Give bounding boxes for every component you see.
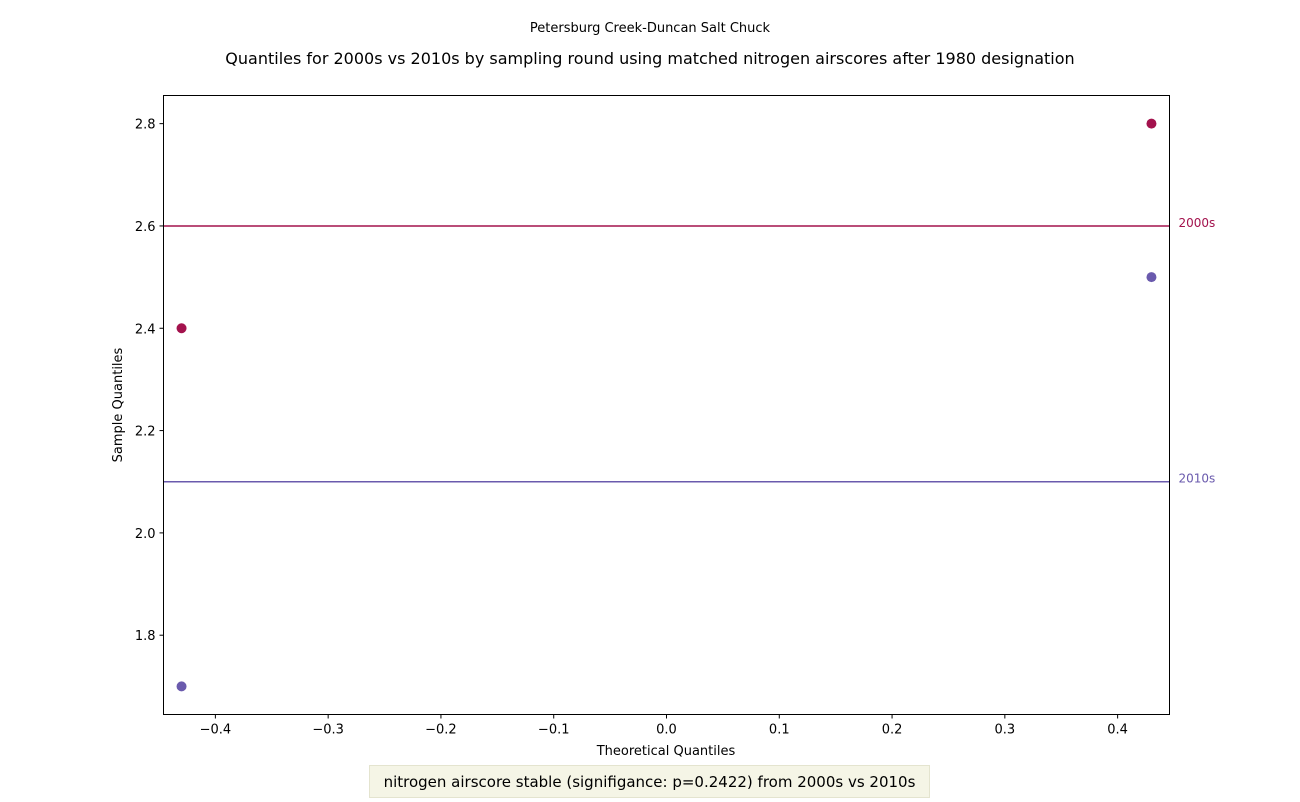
mean-line-label-2010s: 2010s <box>1179 472 1216 486</box>
x-tick-label: −0.3 <box>312 723 344 738</box>
plot-frame <box>163 95 1170 715</box>
data-point-2010s <box>1146 272 1157 283</box>
y-tick-label: 2.4 <box>135 322 156 337</box>
y-tick-label: 2.2 <box>135 425 156 440</box>
data-point-2000s <box>176 323 187 334</box>
significance-note: nitrogen airscore stable (signifigance: … <box>369 765 930 798</box>
y-axis-label: Sample Quantiles <box>111 347 126 462</box>
y-tick-label: 1.8 <box>135 629 156 644</box>
x-tick-label: 0.4 <box>1107 723 1128 738</box>
x-tick-label: 0.0 <box>656 723 677 738</box>
x-tick-label: −0.4 <box>200 723 232 738</box>
mean-line-label-2000s: 2000s <box>1179 216 1216 230</box>
x-tick-label: 0.1 <box>769 723 790 738</box>
x-tick-label: 0.3 <box>994 723 1015 738</box>
y-tick-label: 2.8 <box>135 118 156 133</box>
y-tick-label: 2.6 <box>135 220 156 235</box>
chart-suptitle: Petersburg Creek-Duncan Salt Chuck <box>530 21 771 36</box>
data-point-2010s <box>176 681 187 692</box>
x-tick-label: −0.1 <box>538 723 570 738</box>
x-tick-label: −0.2 <box>425 723 457 738</box>
y-tick-label: 2.0 <box>135 527 156 542</box>
chart-title: Quantiles for 2000s vs 2010s by sampling… <box>225 49 1074 68</box>
x-tick-label: 0.2 <box>882 723 903 738</box>
x-axis-label: Theoretical Quantiles <box>596 744 736 759</box>
data-point-2000s <box>1146 118 1157 129</box>
